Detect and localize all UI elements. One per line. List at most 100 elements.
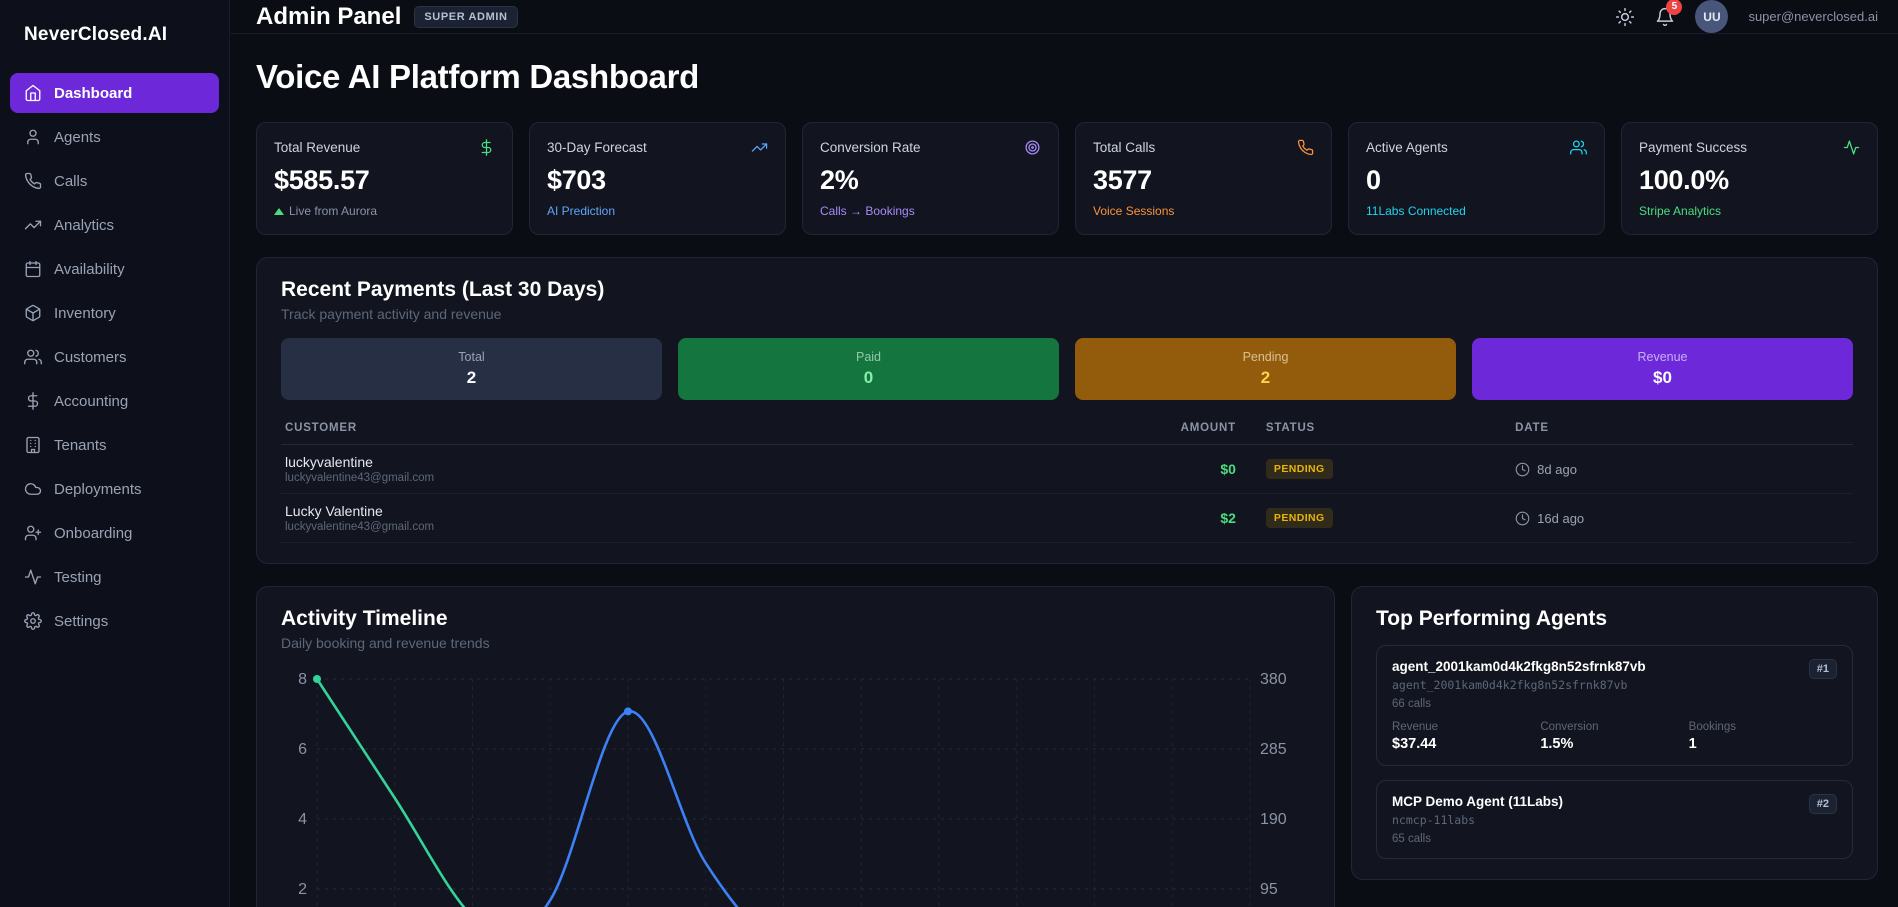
payment-amount: $0 xyxy=(1129,444,1240,494)
dollar-icon xyxy=(481,139,492,156)
payment-summary-tiles: Total 2 Paid 0 Pending 2 Revenue $0 xyxy=(281,338,1853,400)
sidebar-item-deployments[interactable]: Deployments xyxy=(10,469,219,509)
notification-count-badge: 5 xyxy=(1666,0,1683,15)
sidebar-item-label: Analytics xyxy=(54,216,115,234)
stat-sub: Stripe Analytics xyxy=(1639,204,1722,218)
tile-paid: Paid 0 xyxy=(678,338,1059,400)
sidebar-item-calls[interactable]: Calls xyxy=(10,161,219,201)
sidebar-item-label: Customers xyxy=(54,348,127,366)
stat-sub: AI Prediction xyxy=(547,204,616,218)
agent-bookings: 1 xyxy=(1688,736,1697,752)
svg-text:4: 4 xyxy=(298,811,307,828)
notifications-button[interactable]: 5 xyxy=(1655,0,1683,27)
home-icon xyxy=(25,84,41,102)
payments-table: CUSTOMER AMOUNT STATUS DATE luckyvalenti… xyxy=(281,412,1853,543)
sidebar-item-accounting[interactable]: Accounting xyxy=(10,381,219,421)
trending-up-icon xyxy=(24,220,42,230)
svg-text:95: 95 xyxy=(1260,881,1278,898)
agent-id: agent_2001kam0d4k2fkg8n52sfrnk87vb xyxy=(1392,678,1628,692)
sidebar-item-tenants[interactable]: Tenants xyxy=(10,425,219,465)
stat-card-forecast: 30-Day Forecast $703 AI Prediction xyxy=(529,122,786,235)
sidebar-item-onboarding[interactable]: Onboarding xyxy=(10,513,219,553)
agent-list-item[interactable]: MCP Demo Agent (11Labs) ncmcp-11labs 65 … xyxy=(1376,780,1853,859)
activity-chart: 86420380285190950 xyxy=(298,671,1287,907)
svg-text:380: 380 xyxy=(1260,671,1287,688)
agent-stats: Revenue $37.44 Conversion 1.5% Bookings 1 xyxy=(1392,721,1837,752)
target-icon xyxy=(1025,140,1040,155)
activity-timeline-card: Activity Timeline Daily booking and reve… xyxy=(256,586,1335,907)
calendar-icon xyxy=(25,260,41,278)
avatar[interactable]: UU xyxy=(1695,0,1729,33)
payments-title: Recent Payments (Last 30 Days) xyxy=(281,278,605,301)
sidebar-item-label: Calls xyxy=(54,172,88,190)
timeline-title: Activity Timeline xyxy=(281,607,448,630)
sidebar-item-inventory[interactable]: Inventory xyxy=(10,293,219,333)
agent-list-item[interactable]: agent_2001kam0d4k2fkg8n52sfrnk87vb agent… xyxy=(1376,645,1853,766)
sidebar-item-label: Onboarding xyxy=(54,524,133,542)
sidebar-item-label: Accounting xyxy=(54,392,129,410)
stat-value: 0 xyxy=(1366,165,1381,195)
stat-value: $585.57 xyxy=(274,165,370,195)
trend-up-icon xyxy=(274,207,284,215)
svg-text:8: 8 xyxy=(298,671,307,688)
users-icon xyxy=(24,349,42,365)
table-row[interactable]: luckyvalentine luckyvalentine43@gmail.com… xyxy=(281,444,1853,494)
timeline-subtitle: Daily booking and revenue trends xyxy=(281,635,490,651)
sidebar-item-dashboard[interactable]: Dashboard xyxy=(10,73,219,113)
dollar-icon xyxy=(27,392,39,410)
phone-icon xyxy=(24,172,42,190)
agent-name: MCP Demo Agent (11Labs) xyxy=(1392,794,1564,809)
sidebar-item-customers[interactable]: Customers xyxy=(10,337,219,377)
sidebar-item-analytics[interactable]: Analytics xyxy=(10,205,219,245)
stat-label: Active Agents xyxy=(1366,140,1448,155)
stat-label: Payment Success xyxy=(1639,140,1748,155)
column-header-customer: CUSTOMER xyxy=(281,412,1130,445)
payments-subtitle: Track payment activity and revenue xyxy=(281,306,502,322)
rank-badge: #1 xyxy=(1808,659,1837,679)
stat-card-payment-success: Payment Success 100.0% Stripe Analytics xyxy=(1621,122,1878,235)
bottom-grid: Activity Timeline Daily booking and reve… xyxy=(256,586,1878,907)
sidebar-item-settings[interactable]: Settings xyxy=(10,601,219,641)
trending-up-icon xyxy=(751,143,768,152)
agents-title: Top Performing Agents xyxy=(1376,607,1607,630)
cloud-icon xyxy=(24,483,42,495)
brand-logo: NeverClosed.AI xyxy=(24,23,168,45)
sidebar-item-label: Deployments xyxy=(54,480,142,498)
svg-text:190: 190 xyxy=(1260,811,1287,828)
sidebar-item-label: Agents xyxy=(54,128,101,146)
table-row[interactable]: Lucky Valentine luckyvalentine43@gmail.co… xyxy=(281,493,1853,543)
customer-email: luckyvalentine43@gmail.com xyxy=(285,521,435,533)
bell-icon xyxy=(1657,7,1674,26)
clock-icon xyxy=(1515,511,1530,525)
sidebar: NeverClosed.AI Dashboard Agents Calls An… xyxy=(0,0,230,907)
sidebar-item-agents[interactable]: Agents xyxy=(10,117,219,157)
status-badge: PENDING xyxy=(1265,508,1333,528)
stat-sub: 11Labs Connected xyxy=(1366,204,1466,218)
agent-calls: 65 calls xyxy=(1392,833,1431,845)
sidebar-item-testing[interactable]: Testing xyxy=(10,557,219,597)
package-icon xyxy=(25,304,41,322)
svg-text:6: 6 xyxy=(298,741,307,758)
admin-panel-title: Admin Panel xyxy=(256,2,402,30)
stat-value: 100.0% xyxy=(1639,165,1729,195)
agent-calls: 66 calls xyxy=(1392,698,1431,710)
column-header-status: STATUS xyxy=(1239,412,1508,445)
payment-date: 8d ago xyxy=(1537,461,1577,477)
payment-date: 16d ago xyxy=(1537,510,1585,526)
stat-value: $703 xyxy=(547,165,606,195)
agent-conversion: 1.5% xyxy=(1540,736,1574,752)
sidebar-item-availability[interactable]: Availability xyxy=(10,249,219,289)
clock-icon xyxy=(1515,462,1530,476)
top-agents-card: Top Performing Agents agent_2001kam0d4k2… xyxy=(1351,586,1878,880)
stat-label: 30-Day Forecast xyxy=(547,140,647,155)
stat-value: 3577 xyxy=(1093,165,1152,195)
stat-card-active-agents: Active Agents 0 11Labs Connected xyxy=(1348,122,1605,235)
sidebar-nav: Dashboard Agents Calls Analytics Availab… xyxy=(0,69,229,649)
theme-toggle-button[interactable] xyxy=(1615,7,1635,27)
stat-card-total-calls: Total Calls 3577 Voice Sessions xyxy=(1075,122,1332,235)
sidebar-item-label: Availability xyxy=(54,260,125,278)
agent-name: agent_2001kam0d4k2fkg8n52sfrnk87vb xyxy=(1392,659,1646,674)
user-plus-icon xyxy=(24,525,42,541)
sun-icon xyxy=(1616,7,1635,26)
main-content: Voice AI Platform Dashboard Total Revenu… xyxy=(230,34,1898,907)
